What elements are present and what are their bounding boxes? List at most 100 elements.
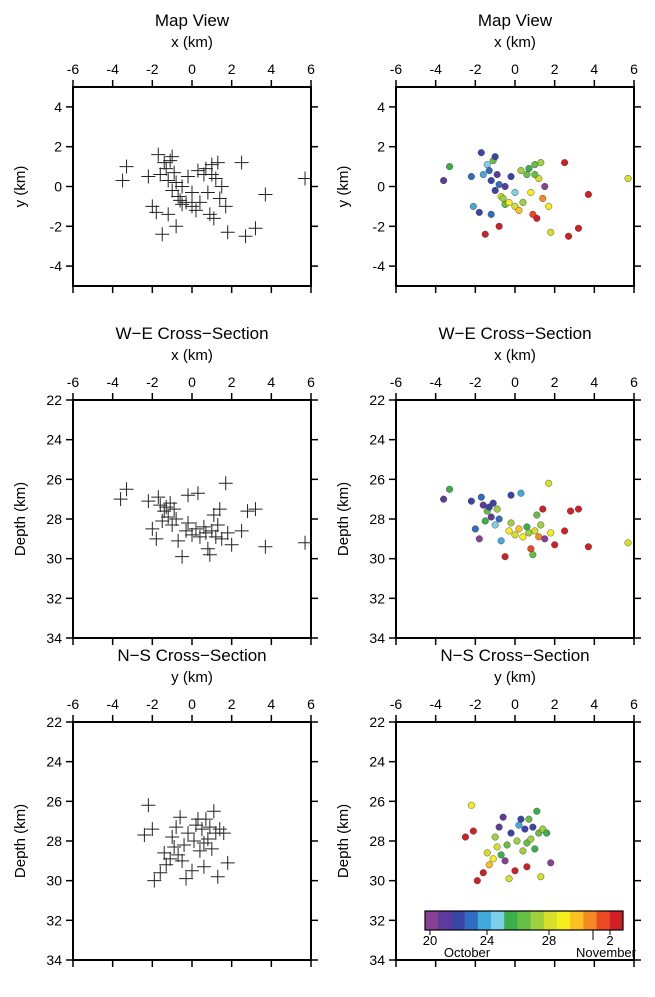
data-point-dot — [487, 210, 495, 218]
x-tick-label: -4 — [429, 374, 442, 390]
data-point-dot — [507, 519, 515, 527]
data-point-plus — [188, 818, 203, 833]
y-axis-label: Depth (km) — [12, 804, 29, 878]
data-point-plus — [224, 537, 239, 552]
data-point-dot — [495, 181, 503, 189]
x-tick-label: -6 — [67, 374, 80, 390]
y-tick-label: 32 — [46, 590, 62, 606]
x-tick-label: -6 — [67, 61, 80, 77]
x-tick-label: 6 — [307, 374, 315, 390]
y-tick-label: 26 — [46, 471, 62, 487]
data-point-dot — [497, 851, 505, 859]
data-point-dot — [584, 190, 592, 198]
y-tick-label: -2 — [50, 218, 63, 234]
chart-title: Map View — [155, 11, 230, 30]
data-point-dot — [574, 505, 582, 513]
data-point-plus — [157, 504, 172, 519]
data-point-plus — [185, 199, 199, 214]
data-point-dot — [469, 827, 477, 835]
data-point-dot — [539, 505, 547, 513]
data-point-plus — [202, 547, 217, 562]
data-point-dot — [493, 505, 501, 513]
x-tick-label: -4 — [106, 61, 119, 77]
data-point-plus — [175, 549, 190, 564]
y-tick-label: 30 — [369, 873, 385, 889]
data-point-plus — [238, 229, 253, 244]
x-tick-label: 0 — [188, 374, 196, 390]
data-point-dot — [511, 867, 519, 875]
y-tick-label: 2 — [54, 139, 62, 155]
data-point-plus — [214, 531, 229, 546]
data-point-plus — [157, 845, 172, 860]
x-tick-label: -4 — [106, 696, 119, 712]
x-tick-label: 2 — [551, 696, 559, 712]
colorbar-swatch — [570, 911, 584, 930]
data-point-dot — [533, 807, 541, 815]
data-point-plus — [198, 525, 213, 540]
data-point-dot — [539, 194, 547, 202]
data-point-dot — [475, 208, 483, 216]
data-point-dot — [491, 186, 499, 194]
data-point-plus — [149, 205, 164, 220]
x-axis-label: y (km) — [494, 669, 536, 686]
data-point-dot — [440, 495, 448, 503]
colorbar-swatch — [530, 911, 545, 930]
data-point-plus — [173, 193, 188, 208]
plot-frame — [395, 86, 635, 287]
colorbar-tick-label: 20 — [423, 933, 437, 948]
x-tick-label: 0 — [511, 696, 519, 712]
x-tick-label: 2 — [551, 61, 559, 77]
data-point-plus — [192, 529, 207, 544]
colorbar-swatch — [438, 911, 452, 930]
data-point-dot — [545, 479, 553, 487]
data-point-plus — [181, 169, 196, 184]
data-point-dot — [517, 489, 525, 497]
data-point-dot — [511, 188, 519, 196]
data-point-plus — [149, 531, 164, 546]
data-point-plus — [196, 835, 211, 850]
data-point-dot — [491, 153, 499, 161]
data-point-plus — [177, 837, 192, 852]
data-point-plus — [155, 227, 170, 242]
data-point-dot — [531, 161, 539, 169]
data-point-plus — [175, 179, 190, 194]
data-point-dot — [440, 177, 448, 185]
data-point-dot — [479, 869, 487, 877]
data-point-plus — [298, 171, 313, 186]
data-point-plus — [151, 147, 166, 162]
data-point-dot — [491, 833, 499, 841]
data-point-plus — [153, 167, 168, 182]
data-point-plus — [204, 841, 219, 856]
x-tick-label: 6 — [630, 61, 638, 77]
data-point-dot — [505, 527, 513, 535]
x-tick-label: 6 — [630, 374, 638, 390]
x-tick-label: -2 — [146, 374, 159, 390]
data-point-plus — [196, 859, 211, 874]
colorbar-tick-label: 28 — [542, 933, 556, 948]
data-point-dot — [527, 545, 535, 553]
data-point-dot — [475, 535, 483, 543]
data-point-plus — [220, 525, 235, 540]
data-point-dot — [446, 163, 454, 171]
data-point-plus — [185, 863, 199, 878]
data-point-dot — [493, 171, 501, 179]
data-point-plus — [163, 851, 178, 866]
data-point-dot — [495, 222, 503, 230]
x-axis-label: y (km) — [171, 669, 213, 686]
data-point-plus — [258, 187, 273, 202]
data-point-dot — [521, 825, 529, 833]
data-point-plus — [234, 523, 249, 538]
y-tick-label: 26 — [46, 793, 62, 809]
x-tick-label: 4 — [267, 61, 275, 77]
x-tick-label: -4 — [429, 696, 442, 712]
data-point-dot — [501, 182, 509, 190]
data-point-plus — [204, 523, 219, 538]
data-point-dot — [501, 857, 509, 865]
x-tick-label: -6 — [390, 61, 403, 77]
data-point-plus — [171, 533, 186, 548]
data-point-plus — [181, 488, 196, 503]
data-point-plus — [198, 161, 213, 176]
y-tick-label: 24 — [46, 754, 62, 770]
data-point-plus — [248, 502, 263, 517]
